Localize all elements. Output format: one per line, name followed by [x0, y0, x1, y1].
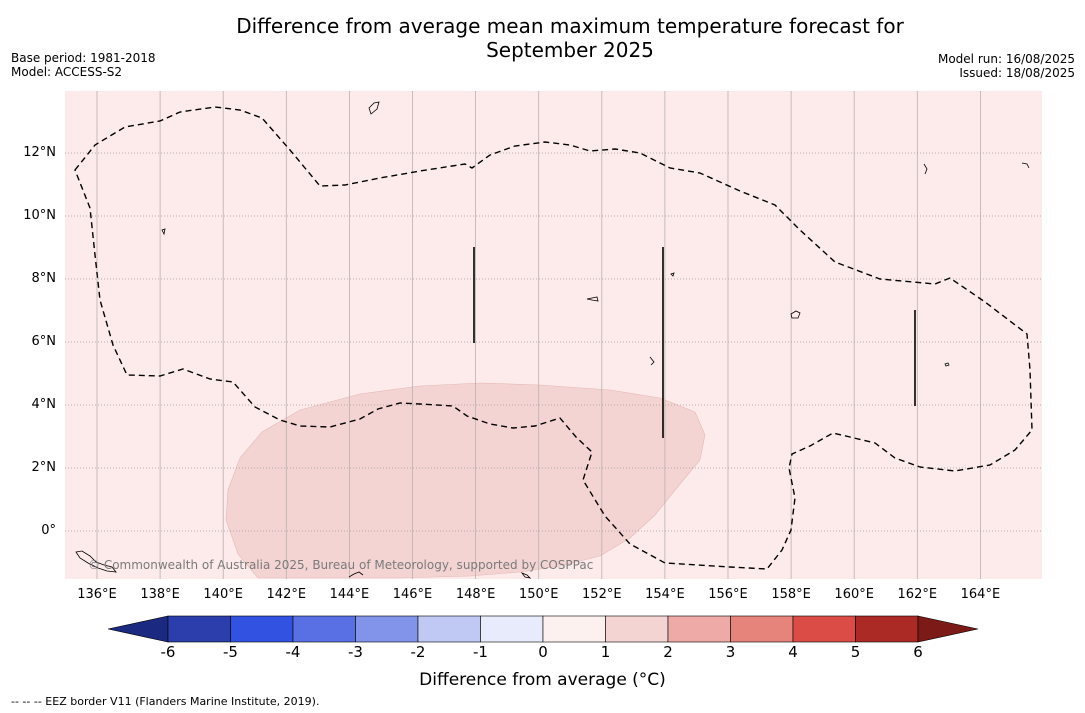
colorbar-tick-label: 1: [600, 643, 611, 661]
colorbar-swatch: [605, 615, 669, 643]
island-outline: [368, 101, 380, 115]
model-run: Model run: 16/08/2025: [937, 52, 1075, 66]
island-outline: [75, 550, 117, 573]
eez-outline: [74, 106, 1033, 570]
island-outline: [586, 296, 599, 302]
lon-tick-label: 140°E: [203, 587, 243, 602]
colorbar-swatch: [417, 615, 481, 643]
island-outline: [1021, 162, 1030, 169]
colorbar-label: Difference from average (°C): [0, 670, 1085, 690]
colorbar-tick-label: 6: [913, 643, 923, 661]
coastlines: [75, 101, 1030, 579]
colorbar-swatch: [167, 615, 231, 643]
island-outline: [670, 272, 675, 277]
model-name: Model: ACCESS-S2: [11, 65, 123, 79]
base-period: Base period: 1981-2018: [11, 51, 156, 65]
lon-tick-label: 136°E: [77, 587, 117, 602]
lon-tick-label: 150°E: [518, 587, 559, 602]
colorbar-swatch: [292, 615, 356, 643]
lon-tick-label: 156°E: [708, 587, 748, 602]
colorbar-swatch: [667, 615, 731, 643]
colorbar-tick-label: -1: [473, 643, 488, 661]
gridlines: [65, 91, 1042, 579]
colorbar-tick-label: 3: [725, 643, 736, 661]
island-outline: [944, 362, 950, 367]
meta-right: Model run: 16/08/2025 Issued: 18/08/2025: [938, 52, 1075, 80]
lon-tick-label: 158°E: [771, 587, 811, 602]
eez-border: [74, 106, 1033, 570]
lat-tick-label: 2°N: [31, 460, 57, 475]
lat-tick-label: 0°: [41, 523, 56, 538]
lon-tick-label: 162°E: [897, 587, 938, 602]
lat-tick-label: 12°N: [23, 145, 56, 160]
title-line-2: September 2025: [486, 38, 654, 62]
chart-title: Difference from average mean maximum tem…: [0, 14, 1085, 62]
copyright-notice: © Commonwealth of Australia 2025, Bureau…: [88, 558, 594, 572]
colorbar-tick-label: 4: [788, 643, 798, 661]
lat-tick-label: 4°N: [31, 397, 57, 412]
eez-segment-lines: [473, 247, 916, 438]
colorbar-tick-label: 2: [663, 643, 673, 661]
colorbar-label-text: Difference from average (°C): [419, 670, 666, 690]
colorbar-swatch: [730, 615, 794, 643]
colorbar-tick-label: -2: [410, 643, 426, 661]
lon-tick-label: 160°E: [834, 587, 874, 602]
colorbar-tick-label: -4: [285, 643, 301, 661]
colorbar-swatch: [230, 615, 294, 643]
footnote: -- -- -- EEZ border V11 (Flanders Marine…: [11, 695, 320, 708]
island-outline: [790, 310, 801, 319]
colorbar-tick-label: 0: [538, 643, 548, 661]
lon-tick-label: 138°E: [140, 587, 180, 602]
colorbar-swatch: [542, 615, 606, 643]
colorbar-extend-min: [107, 615, 169, 643]
meta-left: Base period: 1981-2018 Model: ACCESS-S2: [11, 51, 156, 79]
lat-tick-label: 10°N: [23, 208, 56, 223]
colorbar-swatch: [792, 615, 856, 643]
island-outline: [161, 228, 166, 236]
colorbar-swatch: [480, 615, 544, 643]
colorbar: [107, 615, 979, 643]
anomaly-patch-1-to-2: [225, 382, 706, 579]
lon-tick-label: 148°E: [455, 587, 496, 602]
colorbar-tick-label: -3: [348, 643, 363, 661]
island-outline: [649, 356, 655, 366]
colorbar-tick-label: 5: [850, 643, 861, 661]
lon-tick-label: 144°E: [329, 587, 370, 602]
lon-tick-label: 154°E: [645, 587, 685, 602]
colorbar-tick-label: -5: [223, 643, 238, 661]
island-outline: [348, 571, 364, 578]
colorbar-tick-label: -6: [160, 643, 176, 661]
lat-tick-label: 8°N: [31, 271, 57, 286]
issued-date: Issued: 18/08/2025: [959, 66, 1075, 80]
island-outline: [520, 572, 532, 579]
lon-tick-label: 146°E: [392, 587, 433, 602]
colorbar-swatch: [355, 615, 419, 643]
colorbar-extend-max: [917, 615, 979, 643]
lon-tick-label: 142°E: [266, 587, 307, 602]
title-line-1: Difference from average mean maximum tem…: [236, 14, 904, 38]
lon-tick-label: 164°E: [960, 587, 1001, 602]
island-outline: [923, 163, 928, 175]
lon-tick-label: 152°E: [582, 587, 622, 602]
colorbar-swatch: [855, 615, 919, 643]
lat-tick-label: 6°N: [31, 334, 57, 349]
